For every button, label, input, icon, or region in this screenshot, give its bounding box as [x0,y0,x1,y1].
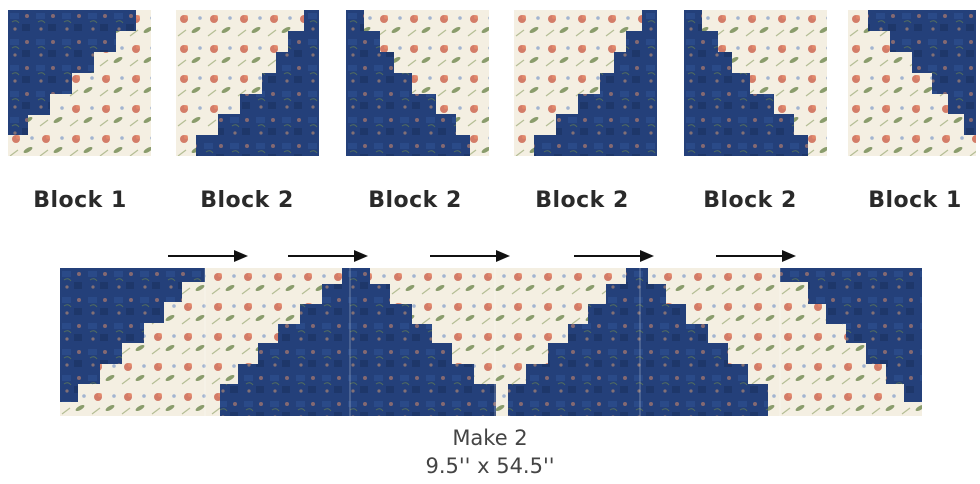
arrow-right-icon [168,250,248,262]
block-1-right [848,10,976,156]
assembled-strip-illustration [60,268,922,416]
assembled-border-strip [60,268,922,416]
block-2-a-illustration [176,10,319,156]
block-label: Block 2 [703,188,797,213]
block-1-right-illustration [848,10,976,156]
block-label: Block 1 [33,188,127,213]
arrow-right-icon [430,250,510,262]
arrow-right-icon [288,250,368,262]
block-label: Block 2 [200,188,294,213]
arrow-right-icon [574,250,654,262]
block-2-a [176,10,319,156]
make-quantity-caption: Make 2 [452,426,528,450]
finished-size-caption: 9.5'' x 54.5'' [425,454,555,478]
block-2-c-illustration [514,10,657,156]
block-1-left [8,10,151,156]
arrow-right-icon [716,250,796,262]
block-1-left-illustration [8,10,151,156]
block-2-b-illustration [346,10,489,156]
block-label: Block 1 [868,188,962,213]
block-2-d-illustration [684,10,827,156]
block-2-b [346,10,489,156]
block-2-d [684,10,827,156]
block-label: Block 2 [368,188,462,213]
block-2-c [514,10,657,156]
block-label: Block 2 [535,188,629,213]
